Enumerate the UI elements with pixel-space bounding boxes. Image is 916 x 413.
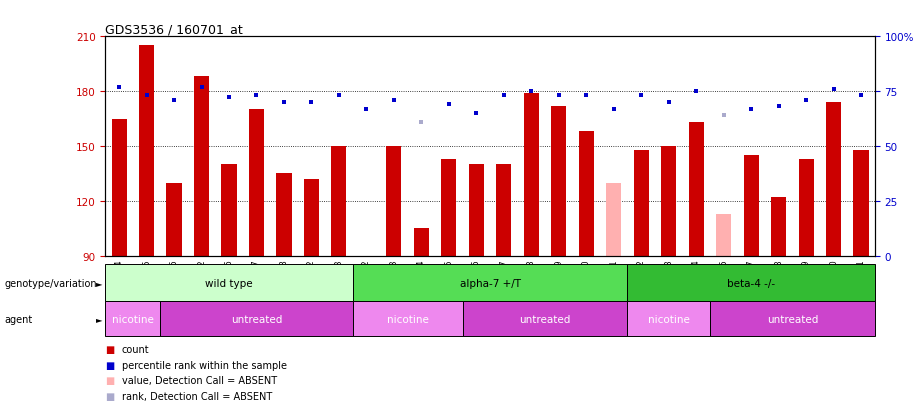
Bar: [277, 174, 291, 256]
Text: nicotine: nicotine: [648, 314, 690, 324]
Bar: [826, 103, 841, 256]
Bar: [332, 147, 346, 256]
Text: ►: ►: [96, 315, 103, 323]
Bar: [634, 150, 649, 256]
Bar: [469, 165, 484, 256]
Bar: [160, 301, 353, 337]
Text: ■: ■: [105, 360, 114, 370]
Bar: [222, 165, 236, 256]
Text: ■: ■: [105, 375, 114, 385]
Bar: [710, 301, 875, 337]
Text: agent: agent: [5, 314, 33, 324]
Bar: [442, 159, 456, 256]
Bar: [661, 147, 676, 256]
Text: nicotine: nicotine: [112, 314, 154, 324]
Bar: [353, 301, 463, 337]
Bar: [524, 94, 539, 256]
Bar: [353, 264, 627, 301]
Bar: [606, 183, 621, 256]
Text: untreated: untreated: [519, 314, 571, 324]
Bar: [463, 301, 627, 337]
Bar: [627, 264, 875, 301]
Text: nicotine: nicotine: [387, 314, 429, 324]
Bar: [167, 183, 181, 256]
Text: wild type: wild type: [205, 278, 253, 288]
Text: ►: ►: [96, 278, 103, 287]
Bar: [249, 110, 264, 256]
Bar: [105, 264, 353, 301]
Text: rank, Detection Call = ABSENT: rank, Detection Call = ABSENT: [122, 391, 272, 401]
Text: ■: ■: [105, 391, 114, 401]
Text: genotype/variation: genotype/variation: [5, 278, 97, 288]
Bar: [194, 77, 209, 256]
Bar: [716, 214, 731, 256]
Bar: [744, 156, 758, 256]
Bar: [689, 123, 703, 256]
Bar: [799, 159, 813, 256]
Bar: [771, 198, 786, 256]
Bar: [105, 256, 875, 413]
Bar: [627, 301, 710, 337]
Bar: [496, 165, 511, 256]
Bar: [105, 301, 160, 337]
Text: untreated: untreated: [231, 314, 282, 324]
Bar: [387, 147, 401, 256]
Text: count: count: [122, 344, 149, 354]
Bar: [139, 46, 154, 256]
Bar: [304, 180, 319, 256]
Bar: [579, 132, 594, 256]
Bar: [854, 150, 868, 256]
Bar: [414, 229, 429, 256]
Text: beta-4 -/-: beta-4 -/-: [727, 278, 775, 288]
Text: percentile rank within the sample: percentile rank within the sample: [122, 360, 287, 370]
Text: ■: ■: [105, 344, 114, 354]
Text: alpha-7 +/T: alpha-7 +/T: [460, 278, 520, 288]
Text: untreated: untreated: [767, 314, 818, 324]
Text: value, Detection Call = ABSENT: value, Detection Call = ABSENT: [122, 375, 277, 385]
Bar: [112, 119, 126, 256]
Text: GDS3536 / 160701_at: GDS3536 / 160701_at: [105, 23, 243, 36]
Bar: [551, 107, 566, 256]
